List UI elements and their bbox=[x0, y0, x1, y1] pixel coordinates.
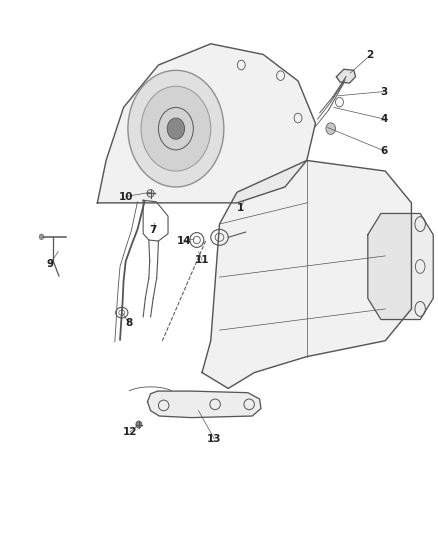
Text: 8: 8 bbox=[125, 318, 132, 328]
Polygon shape bbox=[147, 391, 260, 418]
Text: 7: 7 bbox=[149, 225, 156, 236]
Ellipse shape bbox=[167, 118, 184, 139]
Text: 12: 12 bbox=[123, 427, 137, 437]
Text: 13: 13 bbox=[207, 434, 221, 444]
Text: 9: 9 bbox=[46, 259, 54, 269]
Text: 4: 4 bbox=[380, 114, 387, 124]
Text: 1: 1 bbox=[236, 203, 244, 213]
Text: 10: 10 bbox=[118, 191, 133, 201]
Polygon shape bbox=[367, 214, 432, 319]
Text: 2: 2 bbox=[366, 51, 373, 60]
Text: 6: 6 bbox=[380, 146, 387, 156]
Ellipse shape bbox=[127, 70, 223, 187]
Ellipse shape bbox=[325, 123, 335, 134]
Polygon shape bbox=[97, 44, 315, 203]
Ellipse shape bbox=[136, 421, 141, 428]
Text: 3: 3 bbox=[380, 86, 387, 96]
Ellipse shape bbox=[141, 86, 210, 171]
Polygon shape bbox=[336, 69, 355, 83]
Polygon shape bbox=[201, 160, 410, 389]
Ellipse shape bbox=[39, 234, 44, 239]
Text: 11: 11 bbox=[194, 255, 209, 265]
Text: 14: 14 bbox=[176, 236, 191, 246]
